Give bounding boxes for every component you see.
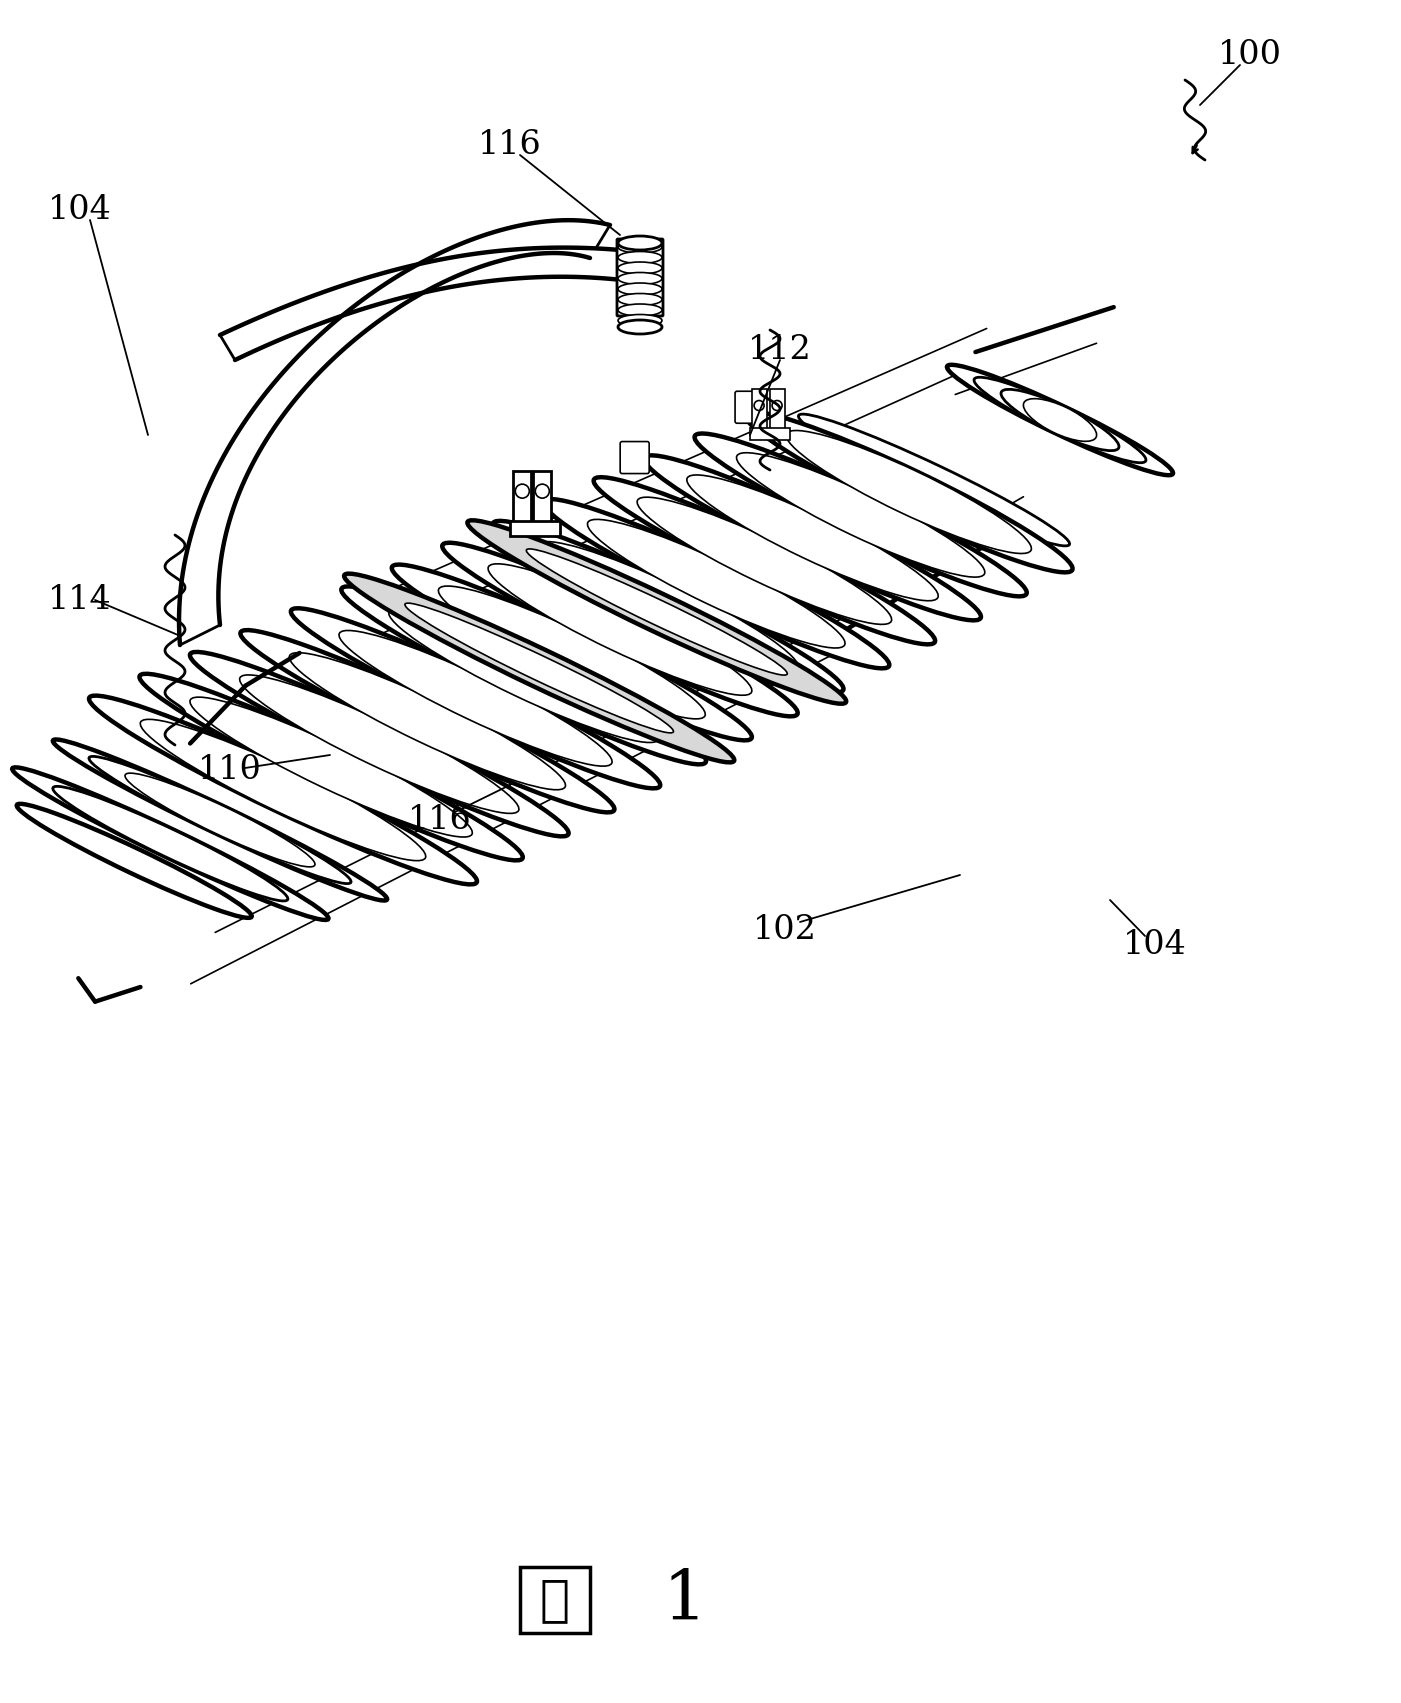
FancyBboxPatch shape — [616, 238, 663, 317]
Text: 112: 112 — [748, 334, 811, 366]
Ellipse shape — [339, 630, 612, 766]
Ellipse shape — [191, 652, 569, 836]
FancyBboxPatch shape — [736, 392, 764, 424]
Ellipse shape — [618, 262, 663, 274]
Ellipse shape — [1023, 399, 1097, 441]
Text: 104: 104 — [1124, 930, 1187, 960]
Text: 104: 104 — [48, 194, 112, 226]
Ellipse shape — [240, 674, 518, 814]
FancyBboxPatch shape — [752, 388, 768, 434]
Ellipse shape — [392, 565, 752, 741]
Ellipse shape — [737, 453, 985, 577]
Ellipse shape — [618, 305, 663, 317]
Ellipse shape — [388, 608, 658, 743]
Ellipse shape — [637, 497, 891, 625]
Ellipse shape — [1000, 390, 1119, 451]
Ellipse shape — [594, 477, 934, 644]
Ellipse shape — [241, 630, 615, 812]
Ellipse shape — [644, 455, 981, 620]
Ellipse shape — [745, 412, 1073, 572]
Ellipse shape — [291, 608, 660, 788]
Ellipse shape — [527, 548, 787, 674]
Ellipse shape — [493, 521, 843, 693]
Ellipse shape — [799, 414, 1069, 547]
Ellipse shape — [618, 315, 663, 327]
Ellipse shape — [290, 652, 566, 790]
Text: 114: 114 — [48, 584, 112, 616]
Text: 1: 1 — [663, 1567, 708, 1633]
Ellipse shape — [538, 542, 799, 671]
Ellipse shape — [13, 768, 328, 920]
Ellipse shape — [618, 293, 663, 305]
Ellipse shape — [88, 756, 352, 884]
Text: 116: 116 — [478, 129, 542, 162]
Text: 102: 102 — [754, 915, 817, 945]
Ellipse shape — [769, 424, 1049, 560]
FancyBboxPatch shape — [520, 1567, 590, 1633]
Polygon shape — [179, 220, 609, 645]
Ellipse shape — [618, 242, 663, 254]
Ellipse shape — [695, 434, 1027, 596]
Ellipse shape — [439, 586, 705, 719]
Ellipse shape — [587, 519, 845, 649]
FancyBboxPatch shape — [534, 472, 552, 530]
Ellipse shape — [618, 272, 663, 284]
Ellipse shape — [140, 674, 523, 860]
FancyBboxPatch shape — [510, 521, 560, 536]
Ellipse shape — [618, 237, 663, 250]
Ellipse shape — [17, 804, 252, 918]
Ellipse shape — [53, 739, 387, 901]
Ellipse shape — [443, 543, 797, 717]
Ellipse shape — [191, 697, 472, 838]
Ellipse shape — [686, 475, 939, 601]
Ellipse shape — [405, 603, 674, 732]
Text: 冬: 冬 — [539, 1575, 570, 1625]
Text: 100: 100 — [1217, 39, 1282, 72]
Polygon shape — [220, 247, 622, 359]
Ellipse shape — [947, 364, 1173, 475]
Ellipse shape — [53, 787, 287, 901]
FancyBboxPatch shape — [621, 441, 649, 473]
Ellipse shape — [468, 521, 846, 703]
Ellipse shape — [345, 574, 734, 763]
Ellipse shape — [125, 773, 315, 867]
FancyBboxPatch shape — [513, 472, 531, 530]
Ellipse shape — [90, 695, 476, 884]
Ellipse shape — [488, 564, 752, 695]
Ellipse shape — [544, 499, 890, 668]
Ellipse shape — [618, 283, 663, 295]
Ellipse shape — [618, 320, 663, 334]
Ellipse shape — [974, 378, 1146, 463]
FancyBboxPatch shape — [771, 388, 785, 434]
Ellipse shape — [618, 252, 663, 264]
Circle shape — [772, 400, 782, 410]
Text: 116: 116 — [408, 804, 472, 836]
Text: 110: 110 — [198, 754, 262, 787]
Circle shape — [754, 400, 764, 410]
FancyBboxPatch shape — [750, 427, 790, 439]
Ellipse shape — [140, 719, 426, 860]
Ellipse shape — [786, 431, 1031, 553]
Circle shape — [535, 484, 549, 499]
Ellipse shape — [342, 586, 706, 765]
Circle shape — [516, 484, 530, 499]
